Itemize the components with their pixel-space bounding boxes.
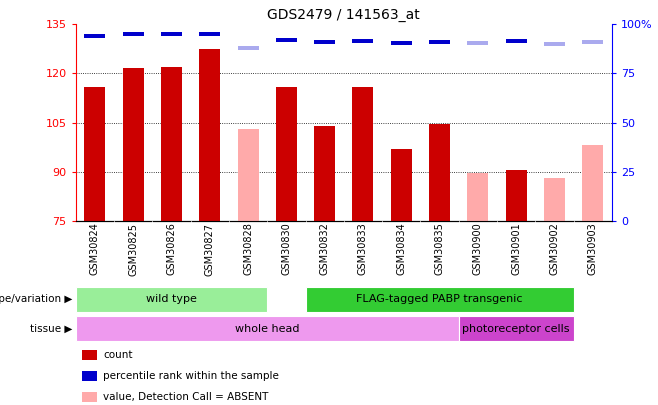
Text: GSM30830: GSM30830 xyxy=(282,223,291,275)
Bar xyxy=(459,316,574,341)
Bar xyxy=(276,38,297,42)
Text: GSM30826: GSM30826 xyxy=(166,223,176,275)
Bar xyxy=(391,41,412,45)
Bar xyxy=(84,87,105,221)
Text: GSM30834: GSM30834 xyxy=(396,223,406,275)
Text: percentile rank within the sample: percentile rank within the sample xyxy=(103,371,279,381)
Text: FLAG-tagged PABP transgenic: FLAG-tagged PABP transgenic xyxy=(357,294,523,304)
Title: GDS2479 / 141563_at: GDS2479 / 141563_at xyxy=(267,8,420,22)
Bar xyxy=(314,126,335,221)
Bar xyxy=(544,178,565,221)
Text: photoreceptor cells: photoreceptor cells xyxy=(463,324,570,334)
Bar xyxy=(582,145,603,221)
Bar xyxy=(238,129,259,221)
Text: GSM30902: GSM30902 xyxy=(549,223,559,275)
Text: whole head: whole head xyxy=(235,324,299,334)
Bar xyxy=(544,42,565,46)
Text: GSM30827: GSM30827 xyxy=(205,223,215,276)
Bar xyxy=(314,40,335,44)
Text: GSM30832: GSM30832 xyxy=(320,223,330,275)
Text: GSM30828: GSM30828 xyxy=(243,223,253,275)
Text: GSM30900: GSM30900 xyxy=(473,223,483,275)
Bar xyxy=(582,40,603,44)
Bar xyxy=(84,34,105,38)
Bar xyxy=(199,49,220,221)
Bar xyxy=(505,170,526,221)
Text: genotype/variation ▶: genotype/variation ▶ xyxy=(0,294,72,304)
Bar xyxy=(122,68,143,221)
Bar xyxy=(76,287,267,312)
Bar xyxy=(199,32,220,36)
Text: value, Detection Call = ABSENT: value, Detection Call = ABSENT xyxy=(103,392,268,402)
Text: GSM30901: GSM30901 xyxy=(511,223,521,275)
Text: GSM30903: GSM30903 xyxy=(588,223,597,275)
Bar xyxy=(122,32,143,36)
Bar xyxy=(238,46,259,50)
Text: GSM30824: GSM30824 xyxy=(90,223,100,275)
Bar xyxy=(429,124,450,221)
Text: GSM30833: GSM30833 xyxy=(358,223,368,275)
Text: wild type: wild type xyxy=(146,294,197,304)
Bar xyxy=(467,41,488,45)
Bar xyxy=(161,32,182,36)
Text: GSM30825: GSM30825 xyxy=(128,223,138,276)
Bar xyxy=(505,39,526,43)
Bar xyxy=(305,287,574,312)
Bar xyxy=(467,173,488,221)
Bar xyxy=(276,87,297,221)
Bar xyxy=(391,149,412,221)
Bar xyxy=(76,316,459,341)
Text: count: count xyxy=(103,350,133,360)
Bar xyxy=(161,67,182,221)
Bar xyxy=(353,87,374,221)
Text: GSM30835: GSM30835 xyxy=(434,223,445,275)
Bar xyxy=(429,40,450,44)
Text: tissue ▶: tissue ▶ xyxy=(30,324,72,334)
Bar xyxy=(353,39,374,43)
